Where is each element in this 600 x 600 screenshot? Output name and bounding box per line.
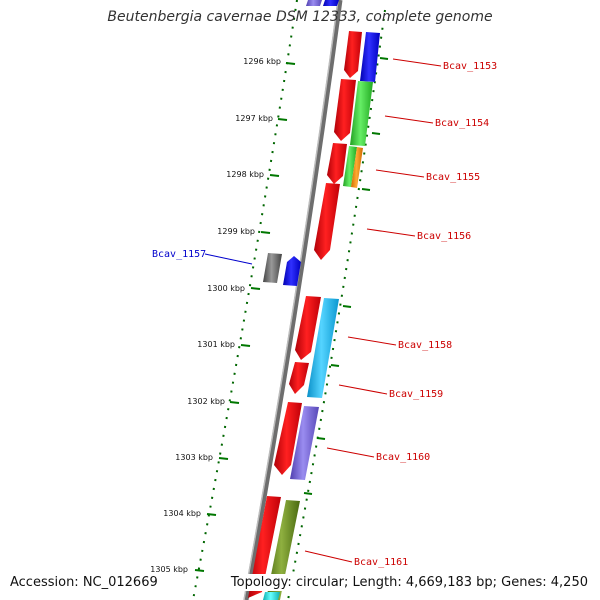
tick-label: 1296 kbp [243, 57, 281, 66]
gene-arrow-red [274, 402, 302, 475]
topology-text: Topology: circular; Length: 4,669,183 bp… [228, 574, 590, 591]
tick-label: 1299 kbp [217, 227, 255, 236]
gene-arrow-green [343, 146, 357, 187]
gene-label-bcav-1155: Bcav_1155 [426, 172, 480, 183]
gene-label-bcav-1153: Bcav_1153 [443, 61, 497, 72]
gene-label-bcav-1159: Bcav_1159 [389, 389, 443, 400]
gene-fragment-violet [306, 0, 322, 6]
gene-label-bcav-1161: Bcav_1161 [354, 557, 408, 568]
tick-label: 1305 kbp [150, 565, 188, 574]
accession-text: Accession: NC_012669 [8, 574, 160, 591]
gene-arrow-aqua [263, 592, 280, 600]
gene-arrow-red [327, 143, 347, 184]
genome-backbone [243, 0, 343, 600]
gene-label-bcav-1156: Bcav_1156 [417, 231, 471, 242]
tick-label: 1297 kbp [235, 114, 273, 123]
scale-ticks: 1296 kbp 1297 kbp 1298 kbp 1299 kbp 1300… [150, 57, 296, 574]
outer-guide-arc [287, 9, 386, 600]
tick: 1296 kbp [243, 57, 296, 66]
tick-label: 1301 kbp [197, 340, 235, 349]
tick: 1302 kbp [187, 397, 240, 406]
tick-label: 1304 kbp [163, 509, 201, 518]
tick: 1305 kbp [150, 565, 205, 574]
gene-arrow-blue [283, 256, 301, 286]
tick: 1304 kbp [163, 509, 217, 518]
gene-fragment-blue [323, 0, 339, 6]
genome-title: Beutenbergia cavernae DSM 12333, complet… [107, 9, 493, 25]
tick: 1300 kbp [207, 284, 261, 293]
gene-label-bcav-1160: Bcav_1160 [376, 452, 430, 463]
gene-label-bcav-1154: Bcav_1154 [435, 118, 489, 129]
gene-arrow-red [248, 496, 281, 598]
tick: 1301 kbp [197, 340, 251, 349]
tick-label: 1298 kbp [226, 170, 264, 179]
gene-arrow-orange [351, 147, 363, 188]
gene-arrow-red [344, 31, 362, 78]
gene-arrow-red [334, 79, 356, 141]
tick-label: 1303 kbp [175, 453, 213, 462]
scale-ruler-arc [192, 0, 298, 600]
gene-arrow-red [289, 362, 309, 394]
outer-arc-marks [303, 57, 389, 495]
label-leaders [204, 58, 442, 563]
gene-arrow-violet [290, 406, 319, 480]
gene-label-bcav-1158: Bcav_1158 [398, 340, 452, 351]
tick: 1298 kbp [226, 170, 280, 179]
gene-label-bcav-1157: Bcav_1157 [152, 249, 206, 260]
tick: 1303 kbp [175, 453, 229, 462]
gene-arrow-cyan [307, 298, 339, 398]
tick-label: 1302 kbp [187, 397, 225, 406]
tick: 1299 kbp [217, 227, 271, 236]
gene-arrow-gray [263, 253, 282, 283]
gene-arrow-red [295, 296, 321, 360]
gene-arrow-blue [360, 32, 380, 82]
gene-arrow-red [314, 183, 340, 260]
gene-arrow-green [350, 81, 373, 146]
tick-label: 1300 kbp [207, 284, 245, 293]
tick: 1297 kbp [235, 114, 288, 123]
genome-backbone-highlight [243, 0, 339, 600]
